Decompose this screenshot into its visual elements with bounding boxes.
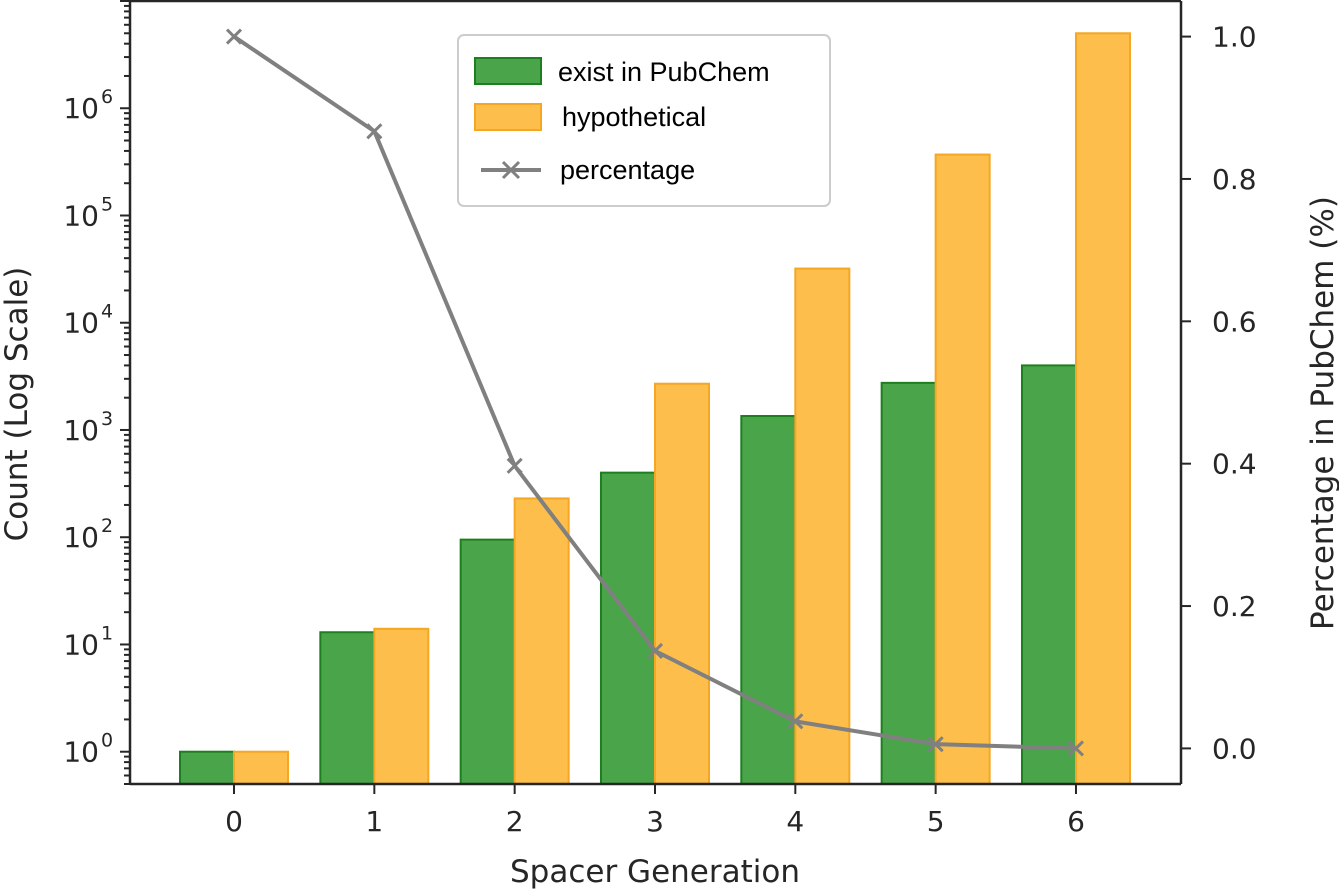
percentage-marker-2 — [506, 457, 523, 474]
legend-label-hypothetical: hypothetical — [562, 102, 706, 132]
y2-axis-title: Percentage in PubChem (%) — [1305, 196, 1339, 630]
y-tick-exponent: 0 — [101, 730, 113, 752]
y2-tick-label: 0.4 — [1212, 448, 1257, 481]
legend-marker-percentage — [501, 160, 521, 180]
bar-hypothetical-4 — [794, 267, 851, 785]
x-tick-label: 1 — [365, 805, 383, 838]
bars-hypothetical-series — [233, 32, 1131, 786]
y-tick-exponent: 1 — [101, 622, 113, 644]
y2-tick-label: 0.2 — [1212, 590, 1257, 623]
legend-swatch-hypothetical — [474, 103, 542, 131]
bar-exist-1 — [319, 631, 376, 785]
percentage-marker-3 — [646, 642, 664, 659]
x-axis-title: Spacer Generation — [510, 854, 800, 890]
y-tick-exponent: 4 — [101, 301, 113, 323]
percentage-marker-5 — [927, 736, 944, 753]
bar-exist-3 — [599, 471, 656, 785]
bar-hypothetical-6 — [1074, 32, 1131, 786]
y-tick-label: 10 — [63, 414, 99, 447]
y2-tick-label: 0.8 — [1212, 163, 1257, 196]
bar-hypothetical-0 — [233, 750, 289, 786]
y-tick-label: 10 — [63, 307, 99, 340]
bar-exist-2 — [459, 538, 516, 785]
bar-hypothetical-2 — [513, 497, 570, 785]
y2-tick-label: 0.6 — [1212, 305, 1257, 338]
x-tick-label: 4 — [786, 805, 804, 838]
y-tick-label: 10 — [63, 736, 99, 769]
y-axis-title: Count (Log Scale) — [0, 267, 35, 542]
legend: exist in PubChem hypothetical percentage — [457, 34, 831, 207]
bars-exist-series — [179, 364, 1077, 786]
bar-exist-0 — [179, 750, 235, 786]
percentage-marker-4 — [787, 713, 804, 730]
percentage-marker-0 — [225, 28, 243, 45]
bar-exist-4 — [740, 415, 797, 785]
x-tick-label: 5 — [927, 805, 945, 838]
percentage-marker-6 — [1067, 740, 1085, 757]
percentage-marker-1 — [366, 123, 383, 140]
y-tick-label: 10 — [63, 92, 99, 125]
percentage-line-series — [225, 28, 1085, 757]
bar-exist-6 — [1020, 364, 1077, 785]
y-tick-label: 10 — [63, 199, 99, 232]
y-tick-exponent: 5 — [101, 193, 113, 215]
y-tick-exponent: 2 — [101, 515, 113, 537]
bar-hypothetical-1 — [373, 627, 430, 785]
x-tick-label: 3 — [646, 805, 664, 838]
y-tick-label: 10 — [63, 628, 99, 661]
legend-frame — [457, 34, 831, 207]
x-tick-label: 0 — [225, 805, 243, 838]
y-tick-exponent: 3 — [101, 408, 113, 430]
bar-hypothetical-3 — [653, 382, 710, 785]
legend-label-percentage: percentage — [560, 155, 695, 185]
bar-hypothetical-5 — [934, 153, 991, 785]
legend-swatch-exist — [474, 57, 542, 85]
y2-tick-label: 1.0 — [1212, 21, 1257, 54]
x-tick-label: 6 — [1067, 805, 1085, 838]
x-tick-label: 2 — [506, 805, 524, 838]
legend-label-exist: exist in PubChem — [558, 57, 770, 87]
bar-exist-5 — [880, 381, 937, 785]
y2-tick-label: 0.0 — [1212, 732, 1257, 765]
y-tick-label: 10 — [63, 521, 99, 554]
y-tick-exponent: 6 — [101, 86, 113, 108]
